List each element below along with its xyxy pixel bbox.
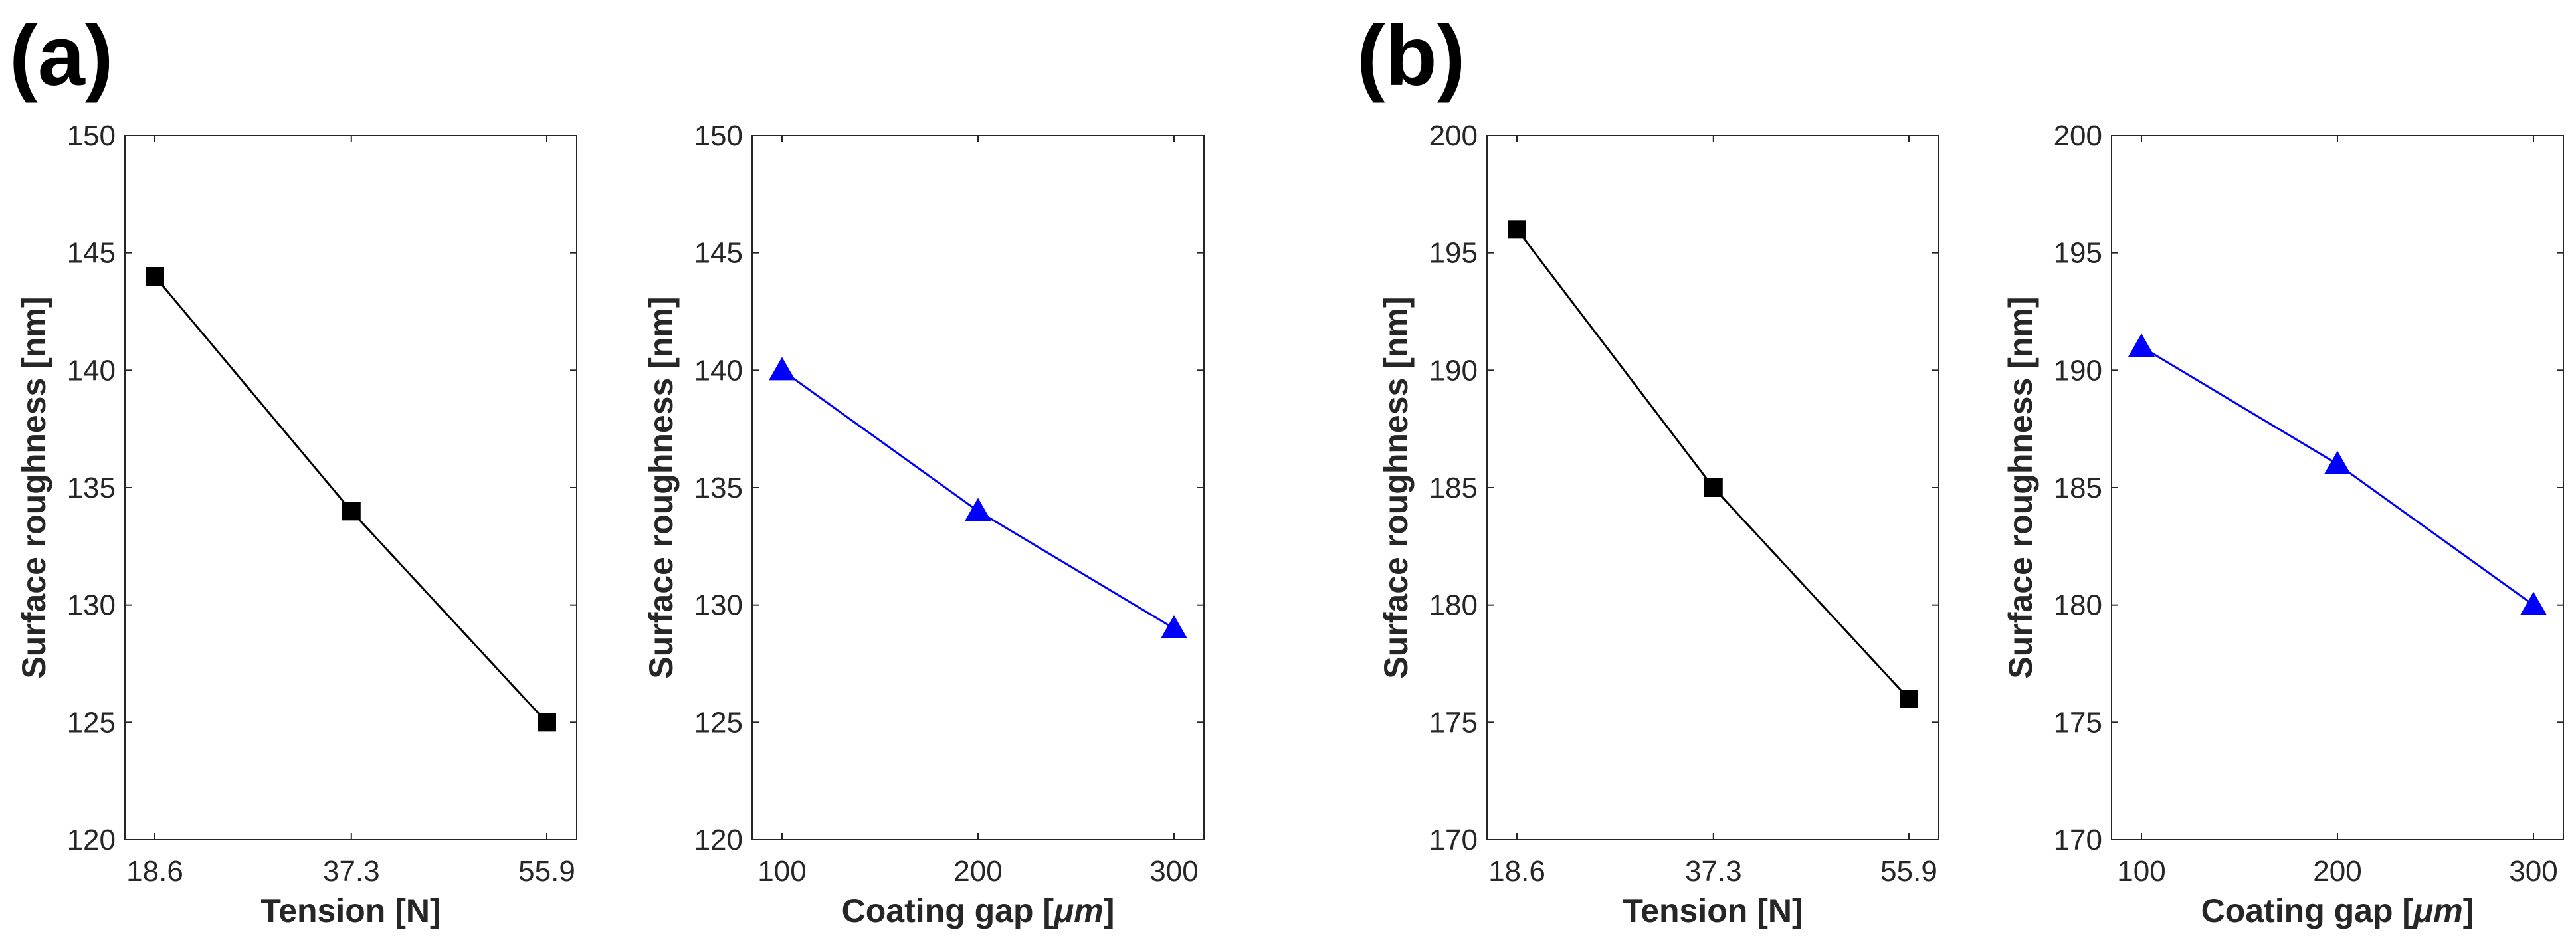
data-point-square xyxy=(538,713,556,732)
y-axis-label: Surface roughness [nm] xyxy=(15,296,52,678)
x-tick-label: 18.6 xyxy=(1488,855,1545,888)
y-tick-label: 135 xyxy=(694,472,743,504)
data-point-triangle xyxy=(769,357,795,381)
x-tick-label: 300 xyxy=(2509,855,2557,888)
y-axis-label: Surface roughness [nm] xyxy=(643,296,680,678)
y-tick-label: 145 xyxy=(694,237,743,270)
data-point-triangle xyxy=(1161,615,1187,638)
data-point-triangle xyxy=(2128,333,2155,357)
y-tick-label: 190 xyxy=(2054,354,2102,387)
data-point-triangle xyxy=(2324,450,2351,474)
chart-1: 120 125 130 135 140 145 150 18.6 37.3 55.9 Tension… xyxy=(15,120,577,929)
axes-box xyxy=(751,135,1205,840)
x-axis-label: Coating gap [μm] xyxy=(842,892,1115,929)
y-tick-label: 130 xyxy=(694,589,743,622)
chart-3: 170 175 180 185 190 195 200 18.6 37.3 55.9 Tension… xyxy=(1377,120,1939,929)
x-axis-label: Tension [N] xyxy=(1623,892,1803,929)
y-axis-label: Surface roughness [nm] xyxy=(1377,296,1415,678)
data-point-square xyxy=(342,502,361,521)
y-tick-label: 170 xyxy=(1429,824,1478,856)
x-tick-label: 18.6 xyxy=(126,855,183,888)
chart-2: 120 125 130 135 140 145 150 100 200 300 Coating ga… xyxy=(643,120,1205,929)
y-tick-label: 200 xyxy=(2054,120,2102,152)
x-tick-label: 300 xyxy=(1149,855,1198,888)
y-tick-label: 185 xyxy=(2054,472,2102,504)
x-tick-label: 200 xyxy=(953,855,1002,888)
chart-4: 170 175 180 185 190 195 200 100 200 300 Coating ga… xyxy=(2002,120,2564,929)
x-axis-label: Tension [N] xyxy=(260,892,441,929)
y-tick-label: 195 xyxy=(2054,237,2102,270)
y-tick-label: 185 xyxy=(1429,472,1478,504)
y-tick-label: 135 xyxy=(67,472,116,504)
axes-box xyxy=(2111,135,2564,840)
y-tick-label: 145 xyxy=(67,237,116,270)
data-point-triangle xyxy=(2520,591,2547,615)
y-tick-label: 120 xyxy=(694,824,743,856)
y-tick-label: 180 xyxy=(2054,589,2102,622)
y-tick-label: 190 xyxy=(1429,354,1478,387)
y-tick-label: 175 xyxy=(2054,706,2102,739)
y-tick-label: 200 xyxy=(1429,120,1478,152)
x-tick-label: 55.9 xyxy=(518,855,575,888)
x-tick-label: 100 xyxy=(757,855,806,888)
charts-container: 120 125 130 135 140 145 150 18.6 37.3 55.9 Tension… xyxy=(15,120,2564,929)
y-tick-label: 180 xyxy=(1429,589,1478,622)
y-tick-label: 140 xyxy=(67,354,116,387)
panel-label-a: (a) xyxy=(9,9,113,104)
x-tick-label: 37.3 xyxy=(1685,855,1742,888)
data-point-square xyxy=(146,267,164,286)
x-tick-label: 100 xyxy=(2117,855,2165,888)
data-point-square xyxy=(1508,220,1526,239)
y-tick-label: 175 xyxy=(1429,706,1478,739)
y-tick-label: 125 xyxy=(67,706,116,739)
x-tick-label: 200 xyxy=(2313,855,2361,888)
panel-label-b: (b) xyxy=(1357,9,1465,104)
y-tick-label: 130 xyxy=(67,589,116,622)
y-axis-label: Surface roughness [nm] xyxy=(2002,296,2039,678)
y-tick-label: 140 xyxy=(694,354,743,387)
data-point-square xyxy=(1704,478,1723,497)
y-tick-label: 120 xyxy=(67,824,116,856)
y-tick-label: 125 xyxy=(694,706,743,739)
x-tick-label: 37.3 xyxy=(323,855,380,888)
x-axis-label: Coating gap [μm] xyxy=(2201,892,2474,929)
data-point-triangle xyxy=(965,498,991,521)
y-tick-label: 195 xyxy=(1429,237,1478,270)
y-tick-label: 150 xyxy=(67,120,116,152)
axes-box xyxy=(124,135,577,840)
x-tick-label: 55.9 xyxy=(1880,855,1937,888)
y-tick-label: 150 xyxy=(694,120,743,152)
data-point-square xyxy=(1900,690,1918,708)
y-tick-label: 170 xyxy=(2054,824,2102,856)
